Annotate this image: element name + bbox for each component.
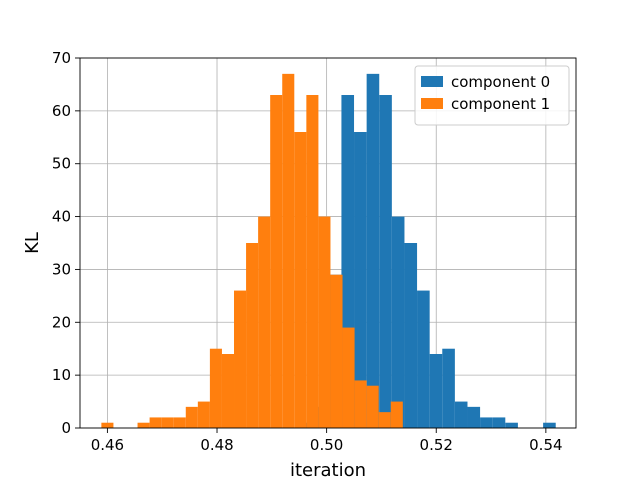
y-axis-label: KL	[22, 232, 43, 254]
histogram-bar-series-1	[330, 274, 343, 428]
histogram-bar-series-1	[101, 422, 114, 428]
legend-box	[414, 65, 570, 126]
histogram-bar-series-1	[209, 348, 222, 428]
histogram-bar-series-1	[161, 417, 174, 428]
histogram-bar-series-1	[306, 95, 319, 428]
x-tick-label: 0.46	[91, 436, 124, 454]
legend-label: component 0	[451, 73, 550, 91]
histogram-bars	[101, 73, 556, 428]
y-tick-label: 20	[52, 313, 71, 331]
y-tick-label: 50	[52, 155, 71, 173]
histogram-bar-series-0	[505, 422, 518, 428]
x-axis-ticks: 0.46 0.48 0.50 0.52 0.54	[91, 428, 563, 454]
histogram-bar-series-1	[342, 327, 355, 428]
y-tick-label: 10	[52, 366, 71, 384]
histogram-bar-series-0	[404, 243, 418, 428]
histogram-bar-series-0	[429, 354, 443, 428]
histogram-bar-series-1	[173, 417, 186, 428]
legend-swatch	[421, 98, 443, 109]
legend-swatch	[421, 76, 443, 87]
histogram-bar-series-0	[543, 422, 556, 428]
histogram-bar-series-1	[258, 216, 271, 428]
histogram-bar-series-1	[185, 406, 198, 428]
histogram-bar-series-1	[354, 380, 367, 428]
histogram-bar-series-1	[282, 73, 295, 428]
y-tick-label: 60	[52, 102, 71, 120]
histogram-bar-series-0	[417, 290, 430, 428]
x-tick-label: 0.50	[310, 436, 343, 454]
histogram-bar-series-1	[137, 422, 150, 428]
legend-label: component 1	[451, 95, 550, 113]
histogram-bar-series-0	[442, 348, 455, 428]
histogram-bar-series-1	[390, 401, 403, 428]
histogram-bar-series-1	[366, 385, 379, 428]
histogram-bar-series-1	[234, 290, 247, 428]
histogram-bar-series-1	[270, 95, 283, 428]
y-axis-ticks: 0 10 20 30 40 50 60 70	[52, 49, 80, 437]
histogram-bar-series-0	[354, 132, 367, 428]
plot-frame	[79, 57, 577, 429]
legend: component 0 component 1	[414, 65, 570, 126]
histogram-bar-series-0	[492, 417, 506, 428]
histogram-bar-series-0	[366, 73, 380, 428]
y-tick-label: 40	[52, 208, 71, 226]
x-tick-label: 0.48	[200, 436, 233, 454]
histogram-bar-series-0	[480, 417, 493, 428]
histogram-bar-series-1	[149, 417, 162, 428]
histogram-bar-series-1	[197, 401, 210, 428]
histogram-bar-series-1	[246, 243, 259, 428]
histogram-bar-series-0	[391, 216, 405, 428]
histogram-bar-series-1	[294, 132, 307, 428]
histogram-bar-series-1	[318, 216, 331, 428]
y-tick-label: 70	[52, 49, 71, 67]
histogram-bar-series-0	[379, 95, 392, 428]
histogram-bar-series-1	[378, 412, 391, 428]
histogram-bar-series-0	[467, 406, 481, 428]
x-tick-label: 0.52	[420, 436, 453, 454]
histogram-bar-series-1	[221, 354, 235, 428]
y-tick-label: 0	[61, 419, 71, 437]
x-axis-label: iteration	[290, 460, 366, 480]
histogram-bar-series-0	[454, 401, 468, 428]
y-tick-label: 30	[52, 260, 71, 278]
x-tick-label: 0.54	[529, 436, 562, 454]
